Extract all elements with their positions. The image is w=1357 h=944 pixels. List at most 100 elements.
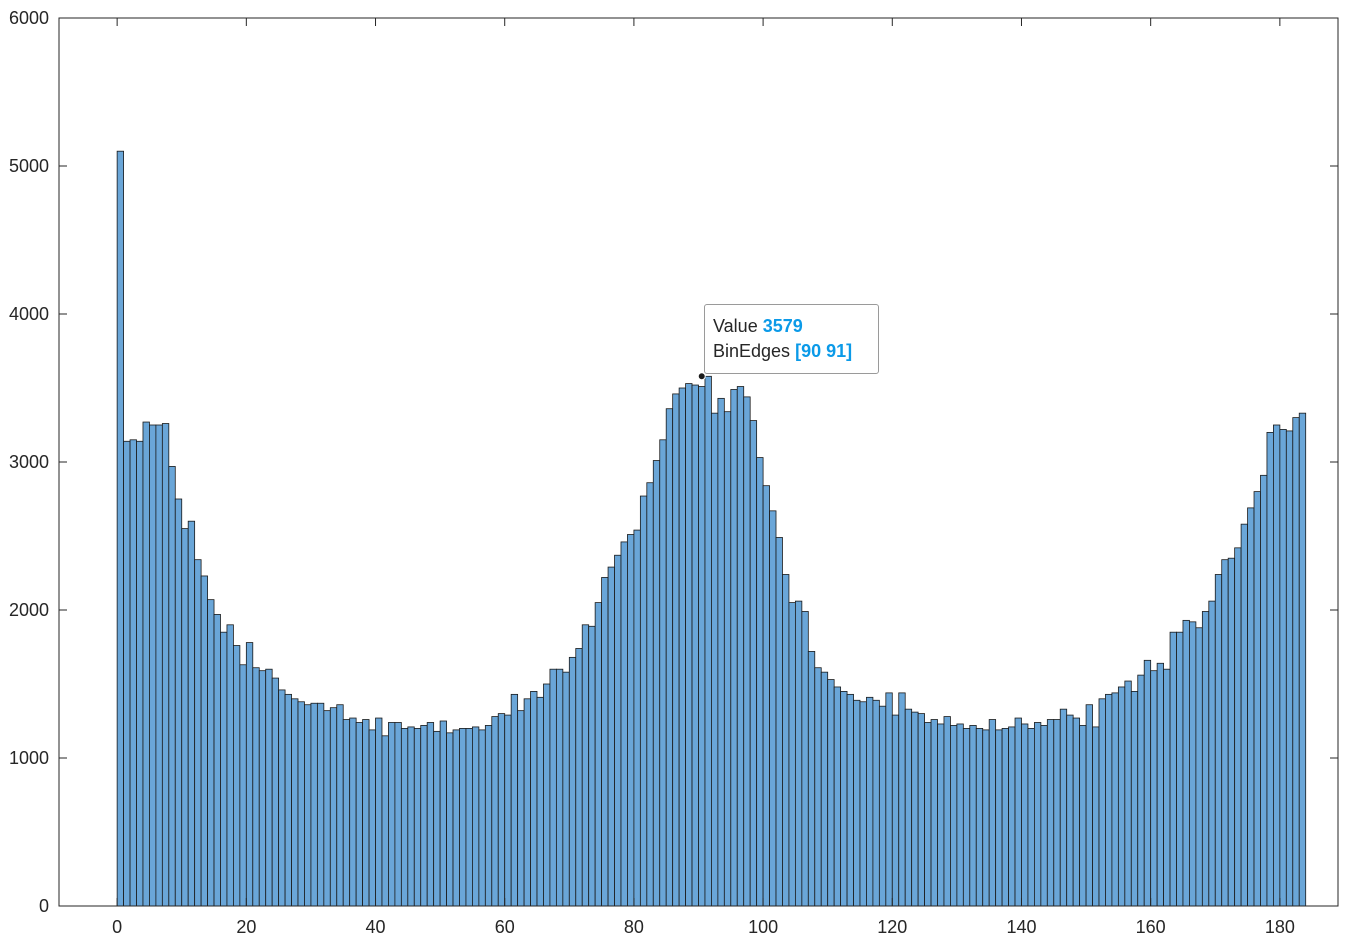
histogram-bar[interactable] [930, 719, 938, 907]
histogram-bar[interactable] [1234, 547, 1242, 907]
histogram-bar[interactable] [291, 698, 299, 907]
histogram-bar[interactable] [885, 692, 893, 907]
histogram-bar[interactable] [368, 729, 376, 907]
histogram-bar[interactable] [129, 439, 137, 907]
histogram-bar[interactable] [426, 722, 435, 907]
histogram-bar[interactable] [756, 457, 764, 907]
histogram-bar[interactable] [898, 692, 906, 907]
histogram-bar[interactable] [1208, 600, 1216, 907]
histogram-bar[interactable] [420, 725, 428, 907]
histogram-bar[interactable] [149, 424, 157, 907]
histogram-bar[interactable] [652, 460, 661, 907]
histogram-bar[interactable] [827, 679, 835, 907]
histogram-bar[interactable] [1066, 714, 1074, 907]
histogram-bar[interactable] [155, 424, 163, 907]
histogram-bar[interactable] [1189, 621, 1197, 907]
histogram-bar[interactable] [788, 602, 796, 907]
histogram-bar[interactable] [562, 671, 570, 907]
histogram-bar[interactable] [239, 664, 247, 907]
histogram-bar[interactable] [1266, 431, 1274, 907]
histogram-bar[interactable] [1137, 674, 1145, 907]
histogram-bar[interactable] [233, 645, 241, 907]
histogram-bar[interactable] [814, 667, 822, 907]
histogram-bar[interactable] [762, 485, 770, 907]
histogram-bar[interactable] [226, 624, 234, 907]
histogram-bar[interactable] [213, 614, 221, 907]
histogram-bar[interactable] [782, 574, 790, 907]
histogram-bar[interactable] [265, 668, 273, 907]
histogram-bar[interactable] [601, 577, 609, 907]
histogram-bar[interactable] [1143, 659, 1152, 907]
histogram-bar[interactable] [523, 698, 531, 907]
histogram-bar[interactable] [665, 408, 674, 907]
histogram-bar[interactable] [1001, 728, 1009, 907]
histogram-bar[interactable] [1253, 491, 1261, 907]
histogram-bar[interactable] [736, 386, 745, 907]
histogram-bar[interactable] [536, 696, 544, 907]
histogram-bar[interactable] [336, 704, 344, 907]
histogram-bar[interactable] [1240, 523, 1248, 907]
histogram-bar[interactable] [575, 648, 583, 907]
histogram-bar[interactable] [607, 566, 615, 907]
histogram-bar[interactable] [388, 722, 396, 907]
histogram-bar[interactable] [1124, 680, 1132, 907]
histogram-bar[interactable] [1111, 692, 1119, 907]
histogram-bar[interactable] [639, 495, 648, 907]
histogram-bar[interactable] [1169, 631, 1177, 907]
histogram-bar[interactable] [794, 600, 803, 907]
histogram-bar[interactable] [278, 689, 286, 907]
histogram-bar[interactable] [549, 668, 557, 907]
histogram-bar[interactable] [394, 722, 402, 907]
histogram-bar[interactable] [465, 728, 473, 907]
histogram-bar[interactable] [1079, 725, 1087, 907]
histogram-bar[interactable] [833, 686, 842, 907]
histogram-bar[interactable] [620, 541, 628, 907]
histogram-bar[interactable] [355, 722, 364, 907]
histogram-bar[interactable] [543, 683, 551, 907]
histogram-bar[interactable] [1014, 717, 1022, 907]
histogram-bar[interactable] [588, 625, 596, 907]
histogram-bar[interactable] [1176, 631, 1184, 907]
histogram-bar[interactable] [633, 529, 641, 907]
histogram-bar[interactable] [614, 554, 622, 907]
histogram-bar[interactable] [698, 386, 706, 907]
histogram-bar[interactable] [646, 482, 654, 907]
histogram-bar[interactable] [866, 696, 874, 907]
histogram-bar[interactable] [381, 735, 389, 907]
histogram-bar[interactable] [452, 729, 460, 907]
histogram-bar[interactable] [478, 729, 486, 907]
histogram-bar[interactable] [1292, 417, 1300, 907]
histogram-bar[interactable] [181, 528, 189, 907]
histogram-bar[interactable] [116, 150, 124, 907]
histogram-bar[interactable] [362, 719, 370, 907]
histogram-bar[interactable] [375, 717, 383, 907]
histogram-bar[interactable] [943, 716, 951, 907]
histogram-bar[interactable] [775, 537, 783, 907]
histogram-bar[interactable] [749, 420, 758, 907]
histogram-bar[interactable] [207, 599, 215, 907]
histogram-bar[interactable] [723, 411, 732, 907]
histogram-bar[interactable] [200, 575, 208, 907]
histogram-bar[interactable] [245, 642, 254, 907]
histogram-bar[interactable] [491, 716, 499, 907]
histogram-bar[interactable] [730, 389, 738, 907]
histogram-bar[interactable] [711, 412, 719, 907]
histogram-bar[interactable] [510, 693, 519, 907]
histogram-bar[interactable] [982, 729, 990, 907]
histogram-bar[interactable] [820, 671, 829, 907]
histogram-bar[interactable] [517, 710, 525, 907]
histogram-bar[interactable] [484, 725, 493, 907]
histogram-bar[interactable] [1298, 412, 1307, 907]
histogram-bar[interactable] [1150, 670, 1158, 907]
histogram-bar[interactable] [995, 729, 1003, 907]
histogram-bar[interactable] [316, 702, 325, 907]
histogram-bar[interactable] [329, 707, 338, 907]
histogram-bar[interactable] [1221, 559, 1229, 907]
histogram-bar[interactable] [872, 699, 880, 907]
histogram-bar[interactable] [1033, 722, 1042, 907]
histogram-bar[interactable] [685, 383, 693, 907]
histogram-bar[interactable] [1059, 708, 1068, 907]
histogram-bar[interactable] [297, 701, 305, 907]
histogram-bar[interactable] [1182, 619, 1190, 907]
histogram-bar[interactable] [911, 711, 919, 907]
